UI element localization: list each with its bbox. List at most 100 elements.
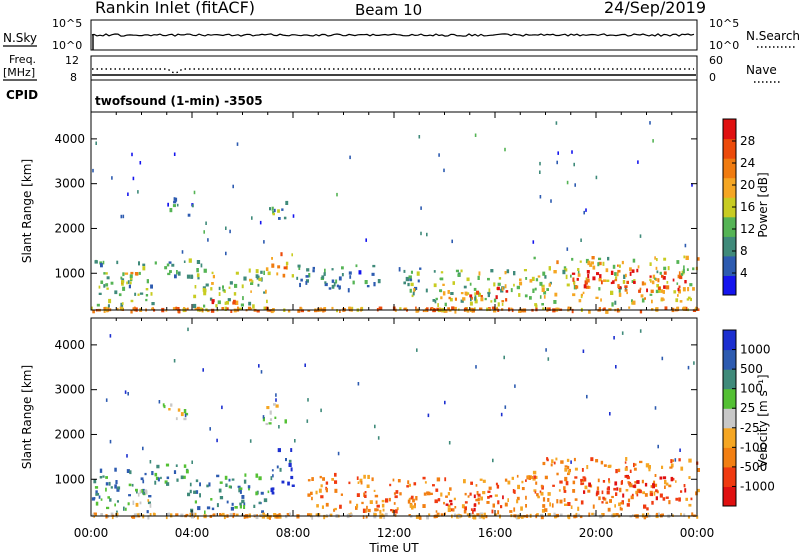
power-echo-cell: [277, 209, 280, 213]
time-tick-label: 04:00: [175, 526, 210, 540]
velocity-echo-cell: [397, 479, 401, 483]
power-echo-cell: [579, 260, 582, 263]
velocity-echo-cell: [210, 498, 213, 501]
power-echo-cell: [504, 271, 507, 275]
power-echo-cell: [191, 204, 194, 208]
velocity-echo-cell: [633, 467, 637, 471]
velocity-echo-cell: [544, 475, 548, 480]
velocity-echo-cell: [365, 515, 368, 519]
power-echo-cell: [539, 281, 543, 286]
velocity-echo-cell: [374, 424, 376, 429]
time-axis-label: Time UT: [368, 541, 419, 554]
velocity-echo-cell: [551, 503, 554, 508]
power-echo-cell: [110, 281, 114, 285]
velocity-echo-cell: [142, 490, 145, 495]
velocity-echo-cell: [658, 512, 660, 516]
power-ytick-label: 3000: [54, 177, 85, 191]
power-echo-cell: [625, 273, 627, 278]
power-echo-cell: [439, 289, 443, 292]
power-echo-cell: [652, 139, 654, 143]
power-heatmap: [91, 121, 700, 314]
velocity-echo-cell: [426, 491, 430, 494]
power-echo-cell: [591, 256, 595, 260]
power-echo-cell: [151, 302, 155, 306]
power-echo-cell: [173, 200, 177, 204]
velocity-echo-cell: [232, 512, 236, 517]
power-echo-cell: [608, 308, 612, 311]
velocity-echo-cell: [271, 487, 275, 491]
power-echo-cell: [598, 261, 602, 266]
velocity-colorbar-tick-label: -100: [740, 440, 767, 454]
power-echo-cell: [655, 307, 659, 312]
power-echo-cell: [237, 306, 239, 310]
power-echo-cell: [643, 282, 647, 286]
power-echo-cell: [235, 300, 239, 305]
power-echo-cell: [632, 258, 636, 263]
power-echo-cell: [495, 295, 498, 300]
power-echo-cell: [174, 197, 178, 202]
power-echo-cell: [450, 292, 454, 295]
velocity-echo-cell: [516, 474, 519, 478]
power-echo-cell: [686, 298, 690, 301]
velocity-echo-cell: [614, 504, 616, 508]
power-echo-cell: [100, 280, 104, 284]
velocity-echo-cell: [316, 504, 319, 508]
velocity-echo-cell: [598, 496, 601, 501]
velocity-echo-cell: [127, 502, 130, 506]
velocity-echo-region: [91, 467, 154, 514]
velocity-echo-cell: [620, 507, 623, 511]
power-echo-cell: [542, 307, 545, 311]
power-echo-cell: [193, 190, 196, 195]
power-echo-cell: [474, 299, 478, 304]
velocity-echo-cell: [661, 356, 664, 361]
power-echo-cell: [478, 271, 481, 276]
velocity-echo-cell: [544, 508, 548, 512]
power-echo-cell: [486, 307, 490, 311]
power-echo-cell: [455, 269, 459, 273]
power-echo-region: [121, 271, 139, 285]
velocity-echo-cell: [260, 513, 264, 517]
power-echo-cell: [510, 288, 513, 293]
power-echo-cell: [178, 309, 181, 314]
power-echo-cell: [328, 287, 332, 290]
velocity-echo-cell: [115, 512, 119, 516]
velocity-echo-cell: [696, 488, 700, 493]
power-echo-cell: [657, 289, 661, 293]
power-echo-cell: [649, 262, 652, 266]
velocity-echo-cell: [494, 513, 498, 516]
velocity-echo-cell: [170, 513, 173, 518]
velocity-echo-cell: [422, 476, 426, 480]
power-echo-cell: [592, 276, 596, 281]
velocity-echo-cell: [106, 506, 110, 510]
power-echo-cell: [623, 274, 626, 279]
power-echo-cell: [460, 269, 463, 273]
velocity-echo-cell: [166, 476, 170, 480]
velocity-echo-cell: [507, 498, 509, 502]
power-echo-cell: [676, 282, 679, 285]
power-echo-cell: [416, 271, 420, 276]
velocity-echo-cell: [366, 484, 370, 488]
velocity-echo-cell: [409, 503, 413, 508]
power-echo-cell: [151, 307, 154, 311]
power-echo-cell: [336, 284, 339, 288]
velocity-echo-cell: [406, 485, 409, 488]
velocity-echo-cell: [449, 499, 453, 503]
velocity-echo-cell: [648, 468, 651, 472]
velocity-echo-cell: [567, 514, 570, 519]
velocity-echo-cell: [461, 504, 465, 509]
velocity-echo-cell: [474, 503, 477, 507]
velocity-echo-cell: [147, 515, 150, 520]
velocity-echo-cell: [582, 476, 586, 479]
power-echo-cell: [692, 267, 695, 271]
velocity-echo-cell: [374, 508, 378, 512]
velocity-echo-cell: [470, 481, 473, 485]
power-echo-cell: [619, 264, 621, 268]
power-echo-cell: [226, 307, 229, 311]
velocity-echo-cell: [596, 486, 600, 491]
velocity-echo-cell: [260, 491, 264, 495]
velocity-echo-cell: [491, 509, 494, 514]
power-echo-cell: [662, 290, 665, 294]
power-echo-cell: [132, 307, 135, 310]
power-echo-cell: [445, 309, 448, 313]
power-echo-cell: [548, 307, 551, 311]
